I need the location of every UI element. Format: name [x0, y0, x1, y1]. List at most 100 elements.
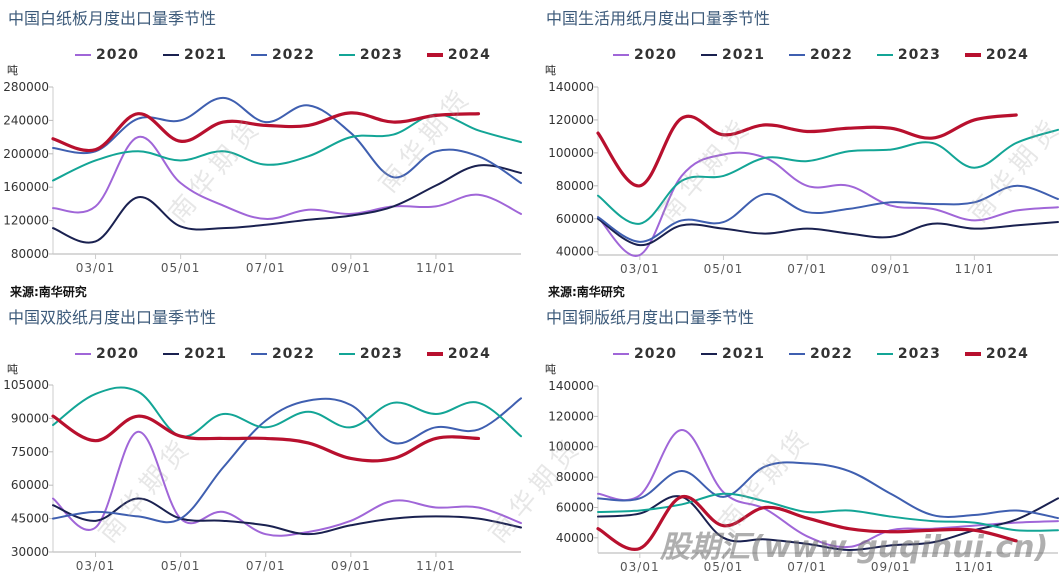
legend-swatch [964, 53, 981, 57]
series-line-2022 [52, 96, 522, 185]
series-line-2023 [597, 492, 1059, 532]
legend-item-2024[interactable]: 2024 [426, 47, 491, 63]
y-tick-label: 100000 [548, 146, 594, 160]
series-line-2020 [597, 151, 1059, 257]
legend-swatch [426, 352, 443, 356]
y-tick-label: 240000 [3, 113, 49, 127]
series-line-2024 [596, 113, 1018, 188]
x-tick-label: 03/01 [620, 262, 660, 276]
legend-item-2023[interactable]: 2023 [876, 346, 941, 362]
y-tick-label: 140000 [548, 379, 594, 393]
y-tick-label: 75000 [11, 445, 49, 459]
series-line-2021 [52, 164, 522, 244]
legend-label: 2024 [985, 47, 1029, 63]
x-tick-label: 03/01 [620, 560, 660, 574]
legend-item-2024[interactable]: 2024 [964, 346, 1029, 362]
legend-label: 2023 [897, 47, 941, 63]
chart-title: 中国生活用纸月度出口量季节性 [546, 9, 771, 28]
y-axis-unit: 吨 [545, 363, 556, 376]
legend-label: 2021 [183, 346, 227, 362]
chart-svg: 40000 60000 80000 100000 120000 140000 03/01 05… [548, 379, 1059, 574]
y-tick-label: 40000 [556, 531, 594, 545]
legend-item-2023[interactable]: 2023 [876, 47, 941, 63]
legend-item-2022[interactable]: 2022 [250, 346, 315, 362]
legend: 2020 2021 2022 2023 2024 [75, 346, 515, 362]
legend-label: 2022 [809, 47, 853, 63]
legend-item-2021[interactable]: 2021 [700, 47, 765, 63]
series-line-2024 [51, 111, 481, 153]
chart-title: 中国双胶纸月度出口量季节性 [8, 308, 217, 327]
y-tick-label: 160000 [3, 180, 49, 194]
legend-label: 2024 [985, 346, 1029, 362]
legend-label: 2020 [96, 47, 139, 63]
legend-item-2020[interactable]: 2020 [613, 346, 677, 362]
series-line-2022 [52, 397, 522, 524]
chart-panel-offset-paper: 30000 45000 60000 75000 90000 105000 03/01 05/0… [0, 299, 531, 587]
legend-swatch [788, 352, 805, 356]
legend-item-2020[interactable]: 2020 [75, 346, 139, 362]
y-tick-label: 80000 [556, 470, 594, 484]
legend-label: 2020 [634, 47, 677, 63]
y-tick-label: 80000 [11, 247, 49, 261]
chart-panel-household-paper: 40000 60000 80000 100000 120000 140000 03/01 05… [538, 0, 1062, 299]
y-tick-label: 120000 [548, 113, 594, 127]
legend-item-2022[interactable]: 2022 [788, 47, 853, 63]
legend-swatch [338, 352, 355, 356]
y-tick-label: 120000 [3, 214, 49, 228]
x-tick-label: 07/01 [246, 559, 286, 573]
x-tick-label: 11/01 [416, 559, 456, 573]
chart-panel-coated-paper: 40000 60000 80000 100000 120000 140000 03/01 05… [538, 299, 1062, 587]
legend-swatch [613, 53, 629, 57]
x-tick-label: 09/01 [331, 261, 371, 275]
series-line-2023 [597, 128, 1059, 225]
x-tick-label: 03/01 [76, 559, 116, 573]
legend-item-2022[interactable]: 2022 [250, 47, 315, 63]
x-tick-label: 05/01 [161, 261, 201, 275]
legend-item-2020[interactable]: 2020 [75, 47, 139, 63]
legend-label: 2021 [183, 47, 227, 63]
legend-item-2024[interactable]: 2024 [964, 47, 1029, 63]
x-tick-label: 11/01 [955, 560, 995, 574]
y-axis-unit: 吨 [7, 363, 18, 376]
chart-title: 中国白纸板月度出口量季节性 [8, 9, 217, 28]
legend-item-2020[interactable]: 2020 [613, 47, 677, 63]
legend-label: 2023 [897, 346, 941, 362]
series-line-2024 [596, 495, 1018, 551]
x-tick-label: 07/01 [787, 560, 827, 574]
legend-swatch [876, 53, 893, 57]
chart-panel-white-board: 80000 120000 160000 200000 240000 280000 03/01… [0, 0, 531, 299]
series-line-2020 [52, 136, 522, 220]
legend-swatch [700, 53, 717, 57]
legend-label: 2022 [271, 47, 315, 63]
chart-svg: 40000 60000 80000 100000 120000 140000 03/01 05… [548, 80, 1059, 276]
legend-item-2021[interactable]: 2021 [700, 346, 765, 362]
y-tick-label: 60000 [556, 500, 594, 514]
legend-item-2023[interactable]: 2023 [338, 47, 403, 63]
y-axis-unit: 吨 [7, 64, 18, 77]
legend: 2020 2021 2022 2023 2024 [75, 47, 515, 63]
legend-item-2023[interactable]: 2023 [338, 346, 403, 362]
legend: 2020 2021 2022 2023 2024 [613, 346, 1053, 362]
x-tick-label: 03/01 [76, 261, 116, 275]
legend-label: 2020 [96, 346, 139, 362]
x-tick-label: 07/01 [787, 262, 827, 276]
series-line-2021 [52, 497, 522, 536]
x-tick-label: 11/01 [416, 261, 456, 275]
legend-item-2021[interactable]: 2021 [162, 346, 227, 362]
legend-swatch [162, 352, 179, 356]
legend-swatch [613, 352, 629, 356]
legend-item-2024[interactable]: 2024 [426, 346, 491, 362]
y-tick-label: 60000 [556, 212, 594, 226]
series-line-2021 [597, 217, 1059, 247]
y-tick-label: 60000 [11, 478, 49, 492]
chart-title: 中国铜版纸月度出口量季节性 [546, 308, 755, 327]
legend-swatch [338, 53, 355, 57]
x-tick-label: 09/01 [871, 262, 911, 276]
legend-label: 2024 [447, 47, 491, 63]
legend-swatch [426, 53, 443, 57]
legend-label: 2022 [271, 346, 315, 362]
legend-item-2022[interactable]: 2022 [788, 346, 853, 362]
y-tick-label: 80000 [556, 179, 594, 193]
source-label: 来源:南华研究 [10, 285, 87, 299]
legend-item-2021[interactable]: 2021 [162, 47, 227, 63]
